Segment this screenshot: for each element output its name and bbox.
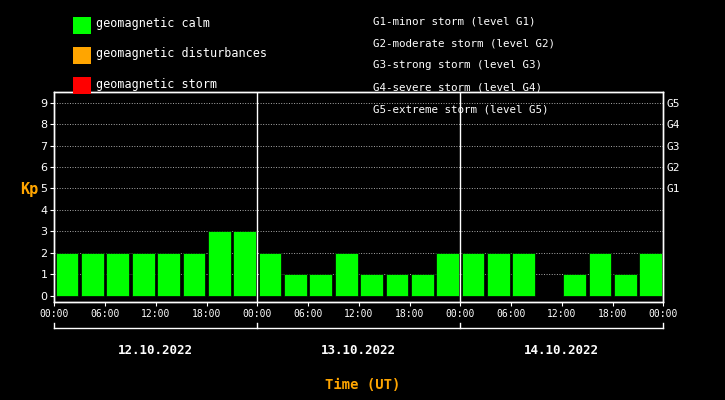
- Text: G5-extreme storm (level G5): G5-extreme storm (level G5): [373, 104, 549, 114]
- Text: geomagnetic disturbances: geomagnetic disturbances: [96, 48, 268, 60]
- Bar: [386, 274, 408, 296]
- Text: 14.10.2022: 14.10.2022: [524, 344, 600, 357]
- Bar: [513, 253, 535, 296]
- Bar: [462, 253, 484, 296]
- Text: geomagnetic calm: geomagnetic calm: [96, 18, 210, 30]
- Y-axis label: Kp: Kp: [20, 182, 38, 197]
- Text: G2-moderate storm (level G2): G2-moderate storm (level G2): [373, 38, 555, 48]
- Bar: [183, 253, 205, 296]
- Bar: [614, 274, 637, 296]
- Bar: [81, 253, 104, 296]
- Bar: [56, 253, 78, 296]
- Text: G3-strong storm (level G3): G3-strong storm (level G3): [373, 60, 542, 70]
- Bar: [589, 253, 611, 296]
- Text: 12.10.2022: 12.10.2022: [118, 344, 194, 357]
- Bar: [107, 253, 129, 296]
- Bar: [233, 231, 256, 296]
- Bar: [310, 274, 332, 296]
- Bar: [335, 253, 357, 296]
- Bar: [132, 253, 154, 296]
- Bar: [208, 231, 231, 296]
- Bar: [157, 253, 180, 296]
- Text: geomagnetic storm: geomagnetic storm: [96, 78, 218, 90]
- Text: G4-severe storm (level G4): G4-severe storm (level G4): [373, 82, 542, 92]
- Bar: [259, 253, 281, 296]
- Bar: [639, 253, 662, 296]
- Bar: [487, 253, 510, 296]
- Text: Time (UT): Time (UT): [325, 378, 400, 392]
- Text: 13.10.2022: 13.10.2022: [321, 344, 397, 357]
- Bar: [563, 274, 586, 296]
- Text: G1-minor storm (level G1): G1-minor storm (level G1): [373, 16, 536, 26]
- Bar: [411, 274, 434, 296]
- Bar: [436, 253, 459, 296]
- Bar: [284, 274, 307, 296]
- Bar: [360, 274, 383, 296]
